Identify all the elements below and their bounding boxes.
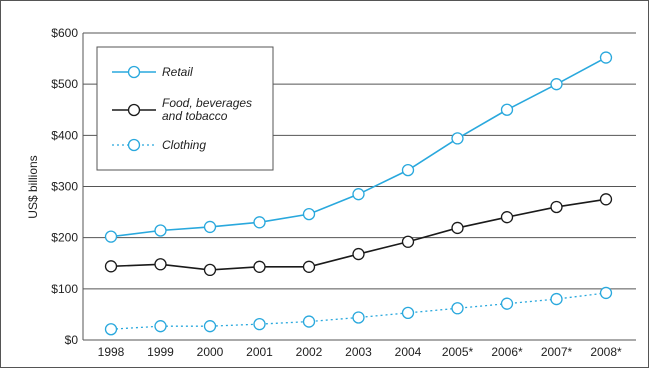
data-point (302, 260, 316, 273)
data-point (352, 188, 365, 201)
x-tick-label: 2004 (395, 345, 422, 359)
data-point (253, 317, 266, 331)
x-tick-label: 1999 (147, 345, 174, 359)
y-axis-label: US$ billions (26, 155, 40, 218)
y-tick-label: $300 (51, 180, 78, 194)
legend-label: Food, beverages (162, 96, 252, 110)
x-tick-label: 2002 (296, 345, 323, 359)
data-point (500, 297, 514, 310)
data-point (550, 292, 563, 306)
y-tick-label: $600 (51, 26, 78, 40)
data-point (154, 258, 167, 271)
y-axis-ticks: $0 $100 $200 $300 $400 $500 $600 (51, 26, 78, 347)
data-point (104, 260, 118, 273)
data-point (550, 78, 563, 91)
data-point (599, 51, 613, 64)
axes (82, 33, 636, 341)
x-tick-label: 2006* (491, 345, 523, 359)
data-point (401, 306, 415, 320)
data-point (550, 200, 563, 214)
data-point (104, 230, 118, 243)
data-point (500, 211, 514, 224)
data-point (203, 220, 217, 234)
series-line (110, 292, 607, 330)
data-point (253, 216, 266, 229)
x-tick-label: 2008* (590, 345, 622, 359)
data-point (154, 224, 167, 237)
data-point (104, 323, 118, 336)
y-tick-label: $0 (65, 333, 79, 347)
data-point (154, 320, 167, 333)
data-point (352, 311, 365, 324)
data-point (253, 260, 266, 273)
y-tick-label: $100 (51, 282, 78, 296)
data-point (401, 163, 415, 177)
y-tick-label: $500 (51, 77, 78, 91)
legend-marker (127, 103, 141, 117)
series-0 (104, 51, 613, 243)
legend-marker (127, 65, 141, 79)
series-2 (104, 286, 613, 336)
legend-marker (127, 138, 141, 152)
legend-label: Retail (162, 65, 193, 79)
x-tick-label: 2003 (345, 345, 372, 359)
data-point (203, 263, 217, 277)
legend-label: and tobacco (162, 109, 228, 123)
data-point (302, 207, 316, 221)
data-point (451, 221, 464, 235)
x-axis-ticks: 1998 1999 2000 2001 2002 2003 2004 2005* 2006* 20… (98, 345, 622, 359)
data-point (599, 193, 613, 206)
data-point (401, 235, 415, 248)
data-point (451, 302, 464, 315)
series-group (104, 51, 613, 336)
x-tick-label: 2005* (442, 345, 474, 359)
series-1 (104, 193, 613, 277)
legend-box (96, 46, 274, 171)
data-point (599, 286, 613, 300)
legend-label: Clothing (162, 138, 206, 152)
data-point (500, 103, 514, 116)
data-point (302, 315, 316, 328)
y-tick-label: $400 (51, 128, 78, 142)
y-tick-label: $200 (51, 231, 78, 245)
x-tick-label: 2000 (197, 345, 224, 359)
data-point (451, 132, 464, 145)
x-tick-label: 1998 (98, 345, 125, 359)
data-point (352, 247, 365, 261)
data-point (203, 320, 217, 333)
x-tick-label: 2001 (246, 345, 273, 359)
x-tick-label: 2007* (541, 345, 573, 359)
